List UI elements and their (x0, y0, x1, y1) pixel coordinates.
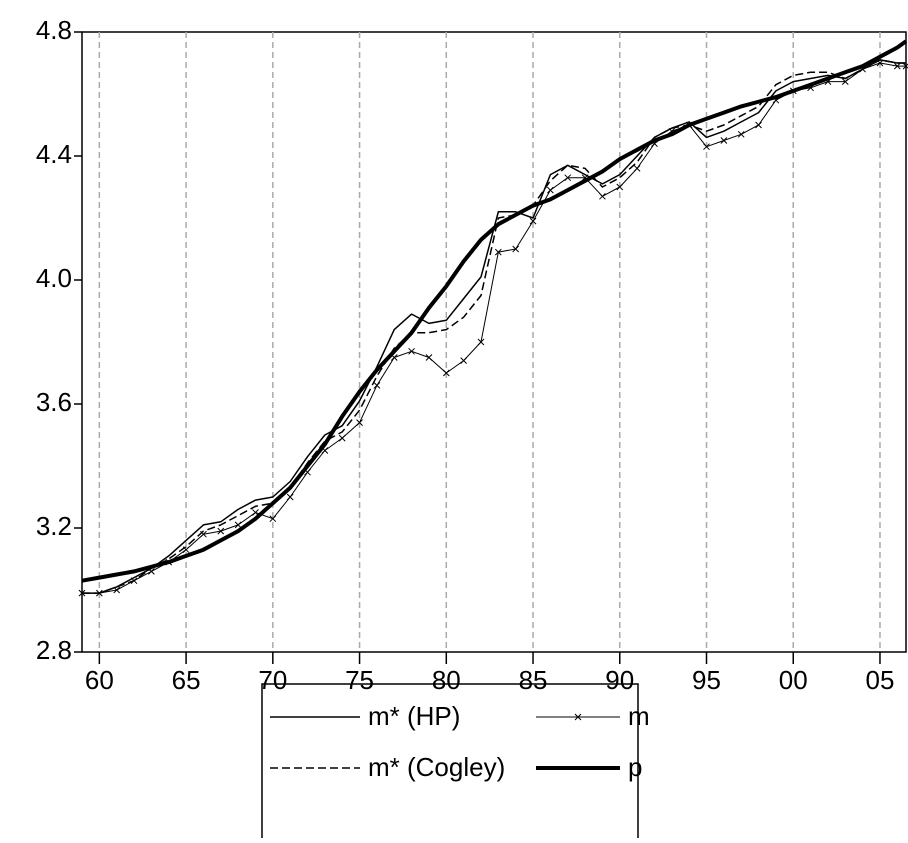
x-tick-label: 85 (519, 665, 548, 695)
marker (755, 121, 762, 129)
marker (200, 530, 207, 538)
marker (720, 137, 728, 144)
marker (633, 165, 641, 172)
marker (494, 248, 502, 256)
legend-box (261, 683, 639, 843)
x-tick-label: 90 (605, 665, 634, 695)
marker (512, 245, 520, 253)
marker (703, 143, 710, 151)
marker (269, 515, 277, 523)
marker (876, 59, 884, 67)
marker (425, 354, 433, 361)
series-line (82, 62, 906, 594)
marker (356, 419, 363, 426)
marker (902, 62, 908, 70)
marker (599, 192, 606, 200)
legend-label: m (628, 701, 650, 731)
legend-label: m* (Cogley) (368, 752, 505, 782)
x-tick-label: 00 (779, 665, 808, 695)
marker (234, 521, 242, 529)
x-tick-label: 05 (866, 665, 895, 695)
marker (286, 493, 294, 501)
marker (408, 347, 415, 355)
y-tick-label: 2.8 (36, 635, 72, 665)
legend-label: p (628, 752, 642, 782)
marker (217, 527, 225, 535)
marker (737, 130, 745, 138)
marker (182, 546, 190, 554)
marker (564, 174, 572, 182)
marker (477, 338, 485, 346)
x-tick-label: 60 (85, 665, 114, 695)
x-tick-label: 70 (258, 665, 287, 695)
y-tick-label: 4.4 (36, 139, 72, 169)
x-tick-label: 95 (692, 665, 721, 695)
marker (95, 589, 103, 597)
marker (616, 183, 624, 191)
marker (460, 357, 467, 364)
marker (893, 62, 901, 70)
marker (442, 369, 450, 377)
series-line (82, 59, 906, 594)
marker (78, 589, 86, 597)
marker (338, 434, 346, 442)
y-tick-label: 3.6 (36, 387, 72, 417)
marker (841, 78, 849, 85)
legend-label: m* (HP) (368, 701, 460, 731)
x-tick-label: 65 (172, 665, 201, 695)
x-tick-label: 75 (345, 665, 374, 695)
legend-marker (574, 713, 582, 721)
x-tick-label: 80 (432, 665, 461, 695)
marker (148, 568, 155, 575)
marker (547, 186, 554, 194)
y-tick-label: 4.8 (36, 15, 72, 45)
marker (373, 382, 381, 389)
series-line (81, 39, 908, 583)
y-tick-label: 4.0 (36, 263, 72, 293)
y-tick-label: 3.2 (36, 511, 72, 541)
plot-frame (81, 31, 907, 653)
marker (529, 217, 537, 225)
series-line (82, 59, 906, 594)
marker (130, 577, 138, 585)
marker (113, 586, 121, 594)
